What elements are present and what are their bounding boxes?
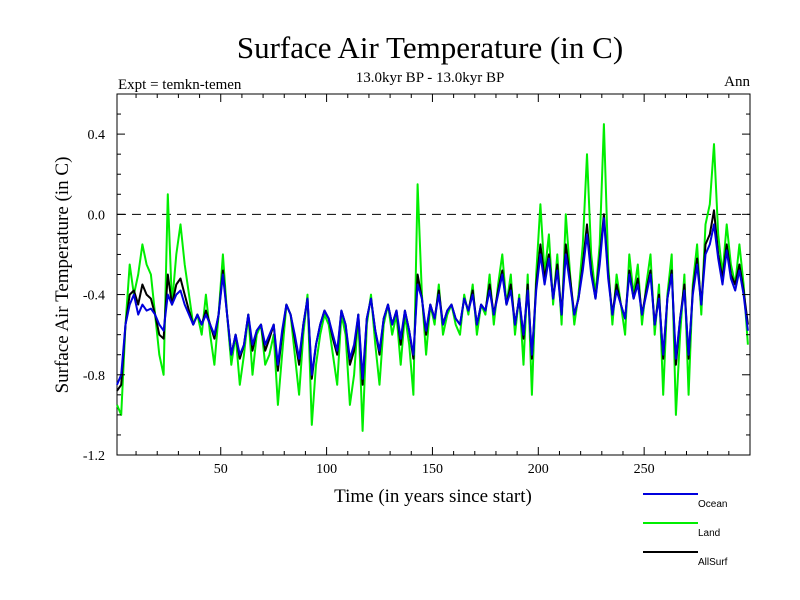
x-tick-label: 250 bbox=[634, 462, 655, 477]
x-tick-label: 100 bbox=[316, 462, 337, 477]
y-tick-label: -0.8 bbox=[83, 369, 105, 384]
y-tick-label: -0.4 bbox=[83, 289, 105, 304]
legend: Ocean Land AllSurf bbox=[643, 493, 728, 568]
plot-frame bbox=[116, 93, 751, 456]
x-tick-label: 50 bbox=[214, 462, 228, 477]
series-line-ocean bbox=[116, 217, 749, 386]
series-layer bbox=[116, 123, 749, 432]
x-tick-label: 200 bbox=[528, 462, 549, 477]
tick-labels: 50 100 150 200 250 -1.2 -0.8 -0.4 0.0 0.4 bbox=[83, 128, 655, 477]
legend-label-allsurf: AllSurf bbox=[698, 557, 728, 568]
series-line-land bbox=[116, 123, 749, 432]
chart-subtitle: 13.0kyr BP - 13.0kyr BP bbox=[356, 70, 505, 86]
x-tick-label: 150 bbox=[422, 462, 443, 477]
legend-label-land: Land bbox=[698, 528, 720, 539]
y-tick-label: -1.2 bbox=[83, 449, 105, 464]
legend-label-ocean: Ocean bbox=[698, 499, 727, 510]
x-axis-label: Time (in years since start) bbox=[334, 486, 532, 507]
chart-title: Surface Air Temperature (in C) bbox=[237, 30, 623, 65]
y-tick-label: 0.4 bbox=[88, 128, 106, 143]
period-label: Ann bbox=[724, 74, 750, 90]
y-axis-label: Surface Air Temperature (in C) bbox=[52, 157, 73, 394]
y-tick-label: 0.0 bbox=[88, 208, 106, 223]
axis-ticks bbox=[117, 93, 750, 456]
experiment-label: Expt = temkn-temen bbox=[118, 77, 242, 93]
